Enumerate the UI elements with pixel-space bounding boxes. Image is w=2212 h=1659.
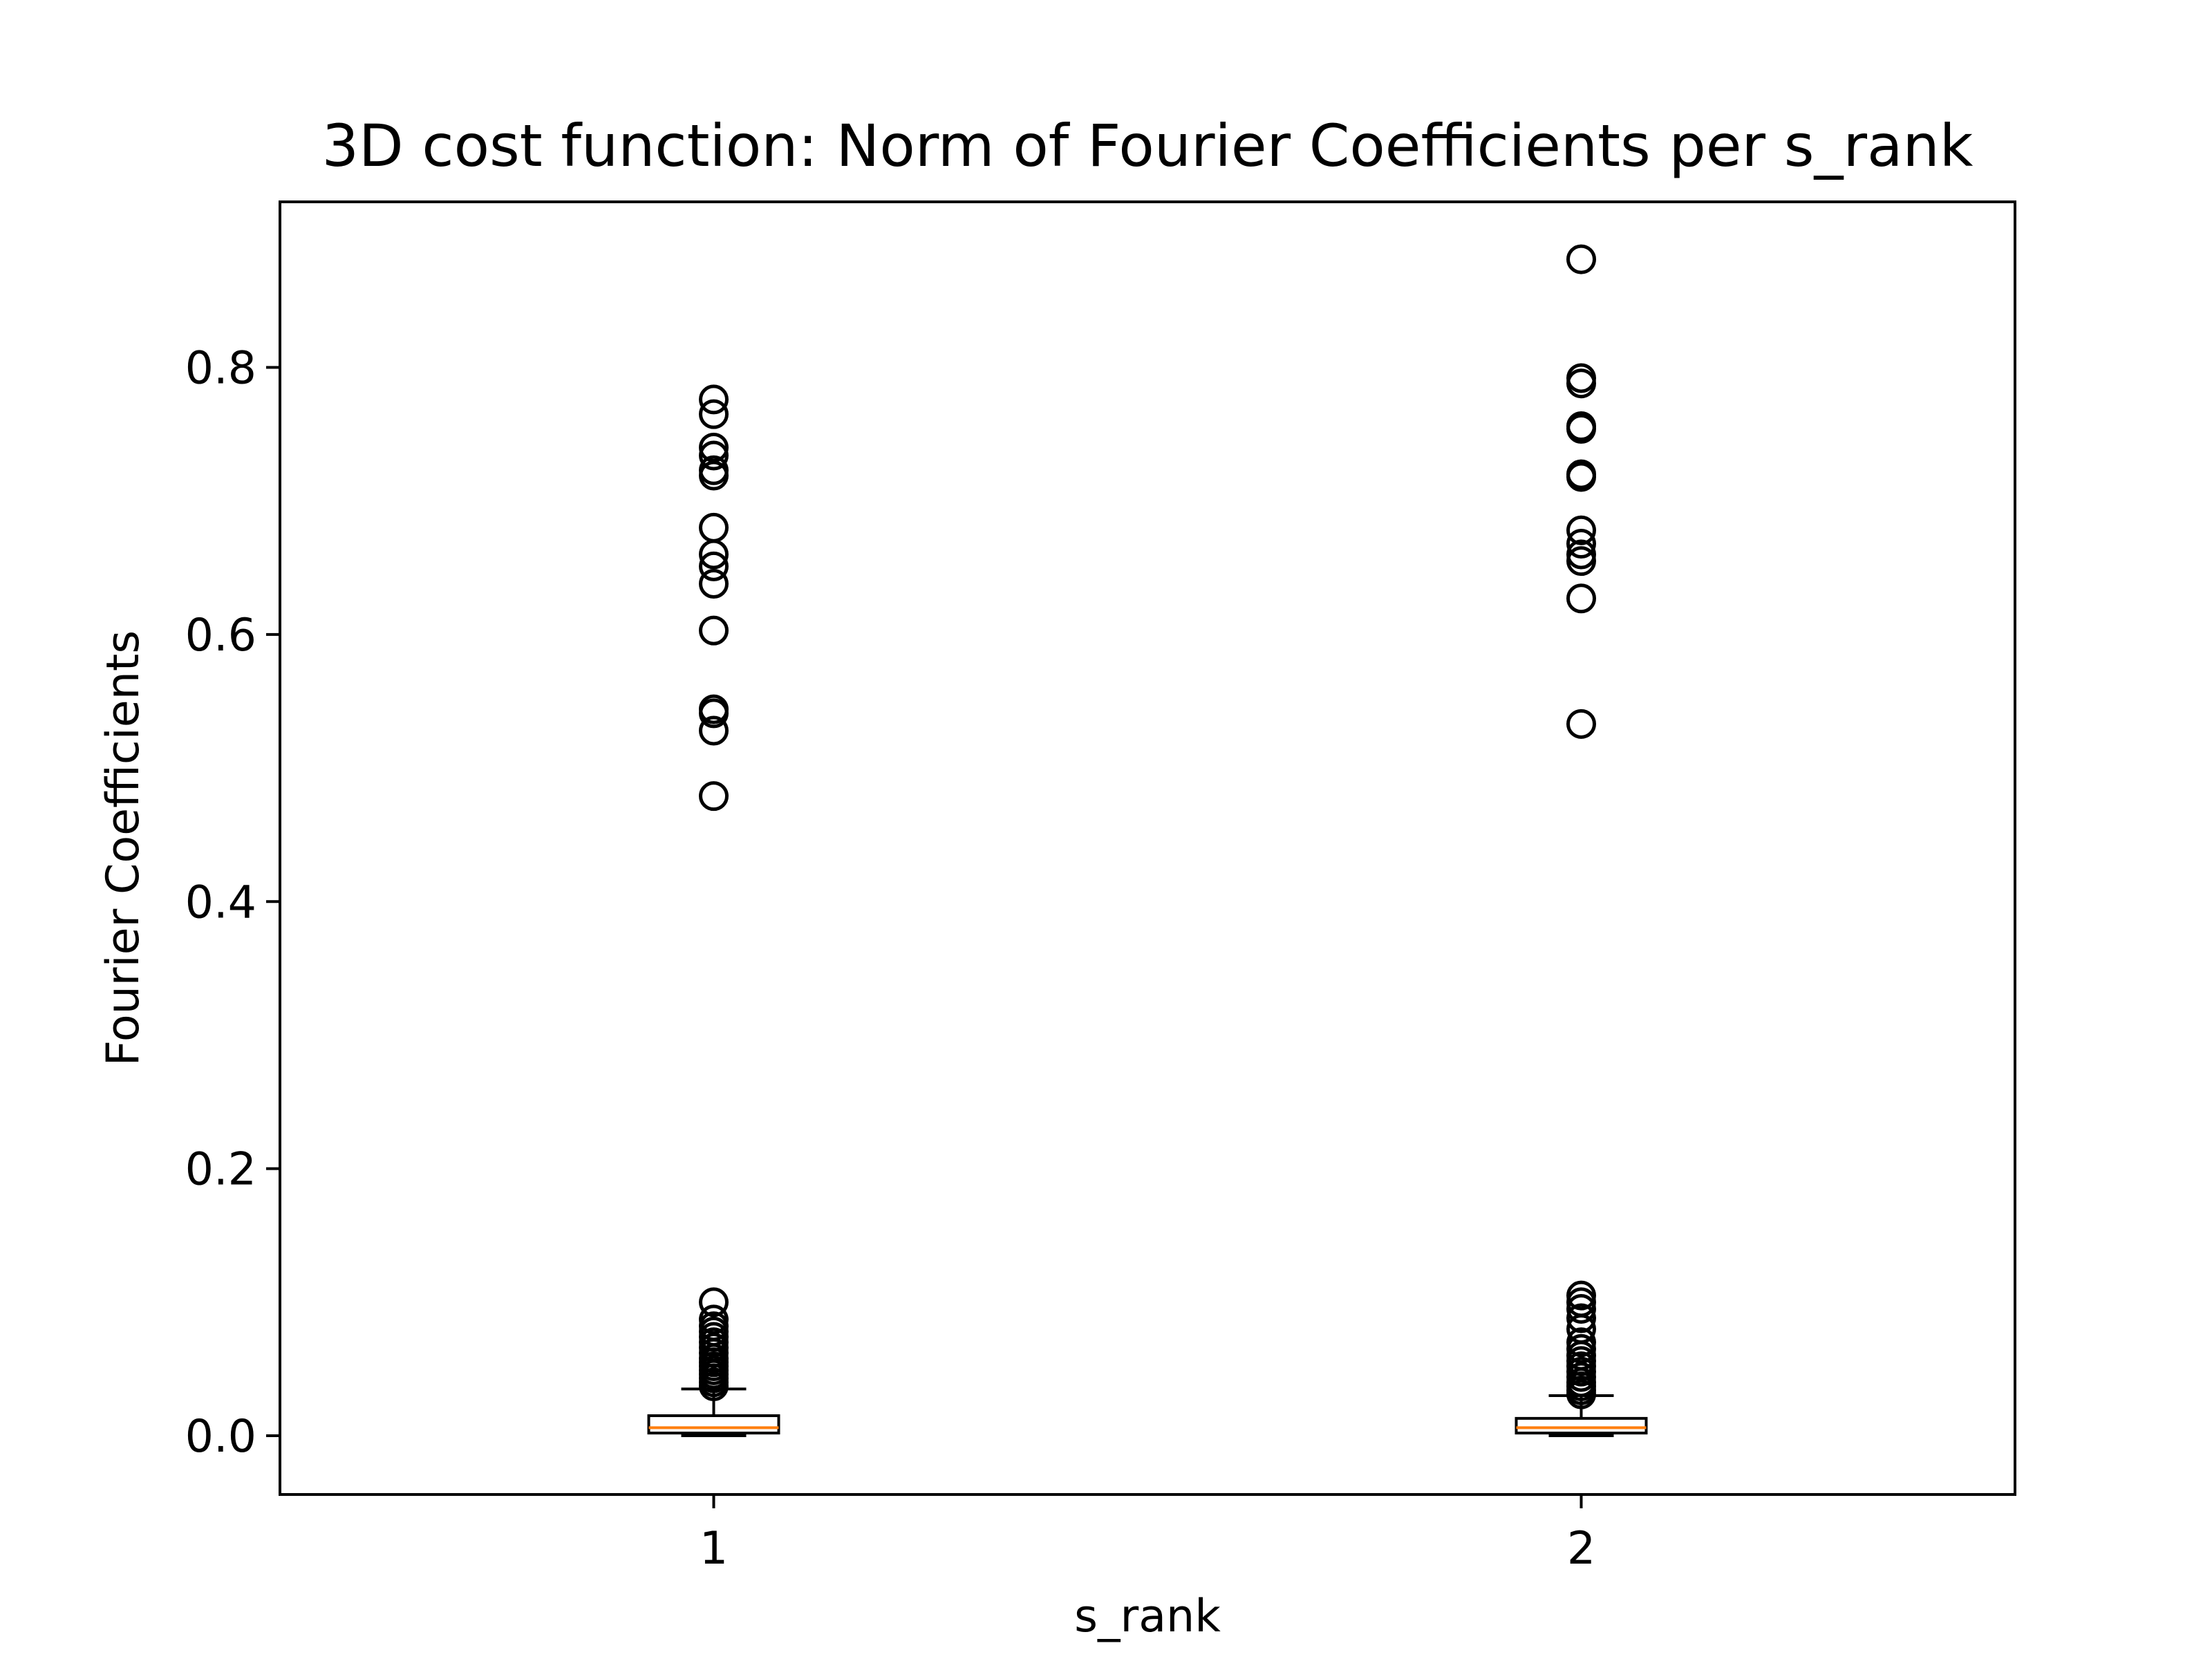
outlier-point — [1566, 529, 1596, 559]
outlier-point — [1566, 539, 1596, 570]
y-tick-label: 0.6 — [185, 610, 256, 662]
y-tick-label: 0.0 — [185, 1411, 256, 1463]
outlier-point — [699, 694, 729, 724]
y-tick-label: 0.8 — [185, 343, 256, 395]
outlier-point — [699, 551, 729, 581]
outlier-point — [699, 781, 729, 812]
chart-title: 3D cost function: Norm of Fourier Coeffi… — [322, 112, 1974, 180]
outlier-point — [1566, 363, 1596, 393]
outlier-point — [699, 1287, 729, 1318]
x-tick-label: 2 — [1567, 1523, 1595, 1575]
outlier-point — [699, 715, 729, 746]
outlier-point — [699, 399, 729, 429]
outlier-point — [1566, 459, 1596, 489]
plot-area: 0.0 0.2 0.4 0.6 0.8 1 2 — [185, 244, 1648, 1575]
outlier-point — [1566, 411, 1596, 442]
outlier-point — [1566, 1280, 1596, 1311]
y-tick-label: 0.4 — [185, 877, 256, 928]
y-axis-label: Fourier Coefficients — [97, 630, 149, 1067]
outlier-point — [1566, 1327, 1596, 1358]
outlier-point — [1566, 709, 1596, 739]
x-tick-label: 1 — [700, 1523, 728, 1575]
outlier-point — [699, 512, 729, 543]
outlier-point — [699, 569, 729, 599]
plot-frame — [279, 200, 2016, 1496]
outlier-point — [699, 455, 729, 485]
y-tick-label: 0.2 — [185, 1144, 256, 1196]
outlier-point — [1566, 244, 1596, 274]
outlier-point — [699, 1304, 729, 1335]
outlier-point — [1566, 583, 1596, 614]
box-iqr — [647, 1414, 780, 1435]
box-iqr — [1515, 1416, 1648, 1435]
x-axis-label: s_rank — [1074, 1591, 1221, 1642]
outlier-point — [1566, 515, 1596, 545]
outlier-point — [699, 384, 729, 415]
outlier-point — [1566, 1303, 1596, 1333]
outlier-point — [699, 440, 729, 471]
outlier-point — [699, 432, 729, 462]
outlier-point — [699, 615, 729, 646]
